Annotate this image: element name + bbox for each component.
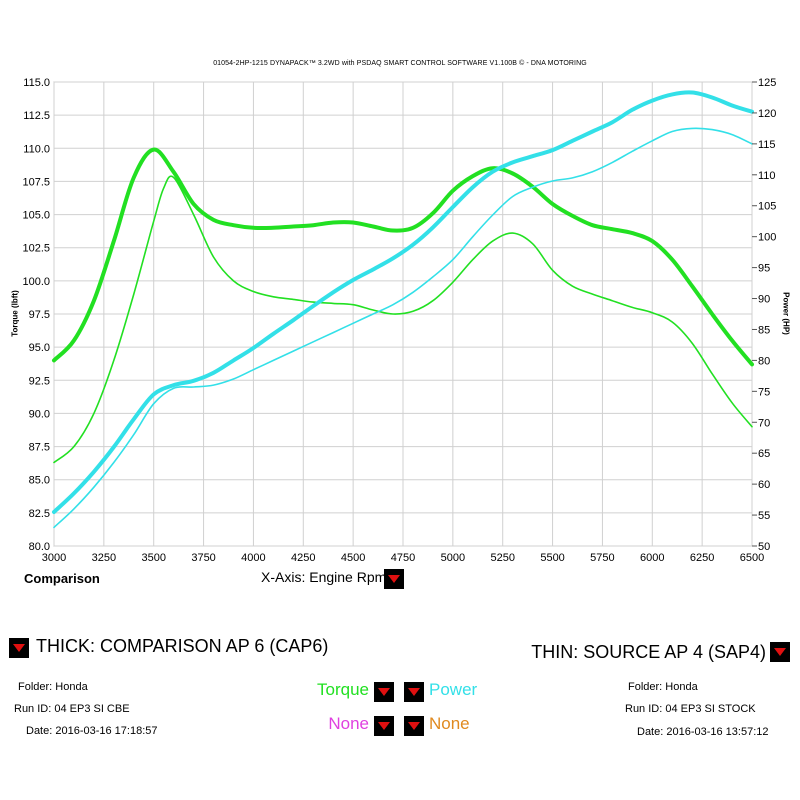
y-tick-label-torque: 105.0 [22, 210, 50, 222]
y-tick-label-power: 75 [758, 386, 770, 398]
y-tick-label-power: 110 [758, 170, 776, 182]
x-tick-label: 4500 [341, 552, 365, 564]
thick-run-folder: Folder: Honda [18, 681, 88, 693]
thick-run-label: THICK: COMPARISON AP 6 (CAP6) [36, 636, 329, 656]
x-tick-label: 5750 [590, 552, 614, 564]
x-tick-label: 6250 [690, 552, 714, 564]
x-tick-label: 4750 [391, 552, 415, 564]
thin-run-dropdown-button[interactable] [770, 642, 790, 662]
y-tick-label-power: 95 [758, 263, 770, 275]
y-tick-label-power: 70 [758, 417, 770, 429]
x-tick-label: 4250 [291, 552, 315, 564]
chart-series [52, 90, 754, 529]
dropdown-arrow-icon [13, 644, 25, 652]
y-tick-label-power: 85 [758, 324, 770, 336]
thin-run-id: Run ID: 04 EP3 SI STOCK [625, 703, 756, 715]
y-tick-label-torque: 87.5 [29, 442, 50, 454]
thin-run-date: Date: 2016-03-16 13:57:12 [637, 726, 769, 738]
y-tick-label-torque: 92.5 [29, 375, 50, 387]
x-tick-label: 3250 [92, 552, 116, 564]
y-tick-label-torque: 85.0 [29, 475, 50, 487]
x-tick-label: 3750 [191, 552, 215, 564]
xaxis-dropdown-button[interactable] [384, 569, 404, 589]
series-line-thick-power [52, 90, 754, 514]
y-tick-label-power: 125 [758, 77, 776, 89]
series-line-thin-power [53, 127, 753, 529]
y-tick-label-torque: 112.5 [23, 110, 50, 122]
chart-grid [53, 81, 753, 547]
y-tick-label-torque: 110.0 [23, 143, 50, 155]
series-line-thin-torque [53, 175, 753, 464]
channel-none-left-label: None [328, 714, 369, 733]
x-tick-label: 6000 [640, 552, 664, 564]
thin-run-label: THIN: SOURCE AP 4 (SAP4) [531, 642, 766, 662]
x-tick-label: 3500 [141, 552, 165, 564]
channel-torque-dropdown-button[interactable] [374, 682, 394, 702]
x-tick-label: 4000 [241, 552, 265, 564]
y-tick-label-power: 80 [758, 355, 770, 367]
thick-run-dropdown-button[interactable] [9, 638, 29, 658]
x-tick-label: 3000 [42, 552, 66, 564]
dropdown-arrow-icon [408, 688, 420, 696]
y-tick-label-power: 55 [758, 510, 770, 522]
x-tick-label: 5250 [490, 552, 514, 564]
chart-title: 01054-2HP-1215 DYNAPACK™ 3.2WD with PSDA… [213, 60, 587, 67]
dropdown-arrow-icon [378, 688, 390, 696]
channel-power-dropdown-button[interactable] [404, 682, 424, 702]
chart-ticks: 3000 3250 3500 3750 4000 4250 4500 4750 5000 5250… [22, 77, 776, 564]
dropdown-arrow-icon [408, 722, 420, 730]
y-tick-label-torque: 107.5 [22, 176, 50, 188]
thin-run-folder: Folder: Honda [628, 681, 698, 693]
thick-run-id: Run ID: 04 EP3 SI CBE [14, 703, 130, 715]
xaxis-selector-label: X-Axis: Engine Rpm [261, 569, 387, 585]
y-tick-label-torque: 97.5 [29, 309, 50, 321]
series-line-thick-torque [52, 147, 754, 367]
y-tick-label-torque: 82.5 [29, 508, 50, 520]
y-tick-label-power: 50 [758, 541, 770, 553]
y-tick-label-power: 65 [758, 448, 770, 460]
y-tick-label-torque: 95.0 [29, 342, 50, 354]
y-tick-label-power: 105 [758, 201, 776, 213]
channel-torque-label: Torque [317, 680, 369, 699]
x-tick-label: 6500 [740, 552, 764, 564]
y-tick-label-power: 90 [758, 294, 770, 306]
y-tick-label-power: 100 [758, 232, 776, 244]
y-tick-label-torque: 115.0 [23, 77, 50, 89]
dropdown-arrow-icon [388, 575, 400, 583]
channel-none-right-dropdown-button[interactable] [404, 716, 424, 736]
y-tick-label-power: 120 [758, 108, 776, 120]
channel-power-label: Power [429, 680, 478, 699]
y-axis-label-torque: Torque (lbft) [10, 290, 20, 337]
comparison-label: Comparison [24, 571, 100, 586]
y-tick-label-torque: 80.0 [29, 541, 50, 553]
y-axis-label-power: Power (HP) [781, 292, 791, 335]
x-tick-label: 5000 [441, 552, 465, 564]
y-tick-label-torque: 90.0 [29, 408, 50, 420]
y-tick-label-power: 115 [758, 139, 776, 151]
y-tick-label-torque: 102.5 [22, 243, 50, 255]
dropdown-arrow-icon [378, 722, 390, 730]
y-tick-label-torque: 100.0 [22, 276, 50, 288]
channel-none-right-label: None [429, 714, 470, 733]
channel-none-left-dropdown-button[interactable] [374, 716, 394, 736]
x-tick-label: 5500 [540, 552, 564, 564]
dropdown-arrow-icon [774, 648, 786, 656]
thick-run-date: Date: 2016-03-16 17:18:57 [26, 725, 158, 737]
y-tick-label-power: 60 [758, 479, 770, 491]
